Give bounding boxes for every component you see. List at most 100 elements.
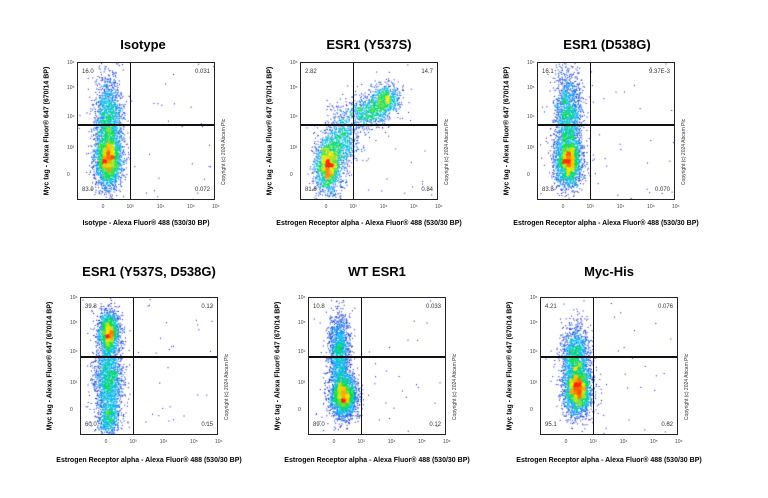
y-tick-label: 10⁴ bbox=[290, 114, 298, 121]
quadrant-gate-horizontal bbox=[309, 356, 445, 358]
panel-title: Myc-His bbox=[584, 264, 634, 279]
y-tick-label: 10⁶ bbox=[527, 60, 535, 67]
y-axis-label: Myc tag - Alexa Fluor® 647 (670/14 BP) bbox=[266, 66, 274, 196]
quadrant-upper-right: 14.7 bbox=[421, 69, 433, 75]
quadrant-lower-right: 0.070 bbox=[654, 187, 670, 193]
x-tick-label: 10³ bbox=[589, 439, 597, 445]
x-axis-label: Estrogen Receptor alpha - Alexa Fluor® 4… bbox=[276, 220, 462, 227]
x-tick-label: 0 bbox=[564, 439, 568, 445]
quadrant-gate-vertical bbox=[592, 298, 595, 434]
y-tick-label: 0 bbox=[298, 407, 301, 414]
density-scatter bbox=[541, 298, 677, 434]
x-tick-label: 10⁴ bbox=[379, 204, 388, 210]
plot-area: 16.0 0.031 83.9 0.072 bbox=[77, 62, 215, 200]
y-tick-label: 10⁵ bbox=[527, 85, 535, 92]
y-tick-label: 10⁴ bbox=[298, 349, 306, 356]
x-tick-label: 0 bbox=[104, 439, 108, 445]
x-axis-label: Isotype - Alexa Fluor® 488 (530/30 BP) bbox=[82, 220, 210, 227]
quadrant-lower-right: 0.072 bbox=[194, 187, 210, 193]
quadrant-upper-left: 39.8 bbox=[85, 304, 97, 310]
quadrant-lower-right: 0.15 bbox=[201, 422, 213, 428]
quadrant-lower-right: 0.12 bbox=[429, 422, 441, 428]
quadrant-gate-vertical bbox=[352, 63, 355, 199]
x-tick-label: 10³ bbox=[129, 439, 137, 445]
plot-area: 10.8 0.033 89.0 0.12 bbox=[308, 297, 446, 435]
density-scatter bbox=[538, 63, 674, 199]
quadrant-gate-horizontal bbox=[301, 124, 437, 126]
x-tick-label: 10⁴ bbox=[159, 439, 168, 445]
x-tick-label: 10⁴ bbox=[616, 204, 625, 210]
copyright-text: Copyright (c) 2024 Abcam Plc bbox=[684, 353, 690, 421]
quadrant-lower-left: 89.0 bbox=[313, 422, 325, 428]
panel-title: ESR1 (Y537S) bbox=[326, 37, 412, 52]
x-axis-label: Estrogen Receptor alpha - Alexa Fluor® 4… bbox=[56, 457, 242, 464]
copyright-text: Copyright (c) 2024 Abcam Plc bbox=[452, 353, 458, 421]
quadrant-lower-left: 60.0 bbox=[85, 422, 97, 428]
plot-area: 39.8 0.12 60.0 0.15 bbox=[80, 297, 218, 435]
y-tick-label: 10⁶ bbox=[298, 295, 306, 302]
quadrant-lower-right: 0.84 bbox=[421, 187, 433, 193]
quadrant-upper-left: 16.0 bbox=[82, 69, 94, 75]
y-tick-label: 10⁶ bbox=[67, 60, 75, 67]
x-tick-label: 10⁴ bbox=[156, 204, 165, 210]
panel-title: ESR1 (Y537S, D538G) bbox=[82, 264, 216, 279]
x-tick-label: 10⁶ bbox=[672, 204, 680, 210]
y-tick-label: 10⁴ bbox=[70, 349, 78, 356]
quadrant-gate-vertical bbox=[589, 63, 592, 199]
y-axis-label: Myc tag - Alexa Fluor® 647 (670/14 BP) bbox=[46, 301, 54, 431]
quadrant-lower-left: 83.8 bbox=[542, 187, 554, 193]
y-tick-label: 10³ bbox=[527, 144, 535, 151]
quadrant-gate-horizontal bbox=[541, 356, 677, 358]
quadrant-gate-horizontal bbox=[81, 356, 217, 358]
x-tick-label: 10⁶ bbox=[435, 204, 443, 210]
quadrant-lower-right: 0.62 bbox=[661, 422, 673, 428]
quadrant-gate-vertical bbox=[132, 298, 135, 434]
copyright-text: Copyright (c) 2024 Abcam Plc bbox=[221, 118, 227, 186]
quadrant-lower-left: 81.6 bbox=[305, 187, 317, 193]
quadrant-gate-horizontal bbox=[538, 124, 674, 126]
y-tick-label: 10³ bbox=[67, 144, 75, 151]
copyright-text: Copyright (c) 2024 Abcam Plc bbox=[681, 118, 687, 186]
x-axis-label: Estrogen Receptor alpha - Alexa Fluor® 4… bbox=[284, 457, 470, 464]
y-tick-label: 0 bbox=[70, 407, 73, 414]
x-tick-label: 10⁵ bbox=[410, 204, 418, 210]
y-tick-label: 0 bbox=[290, 172, 293, 179]
x-tick-label: 10⁵ bbox=[647, 204, 655, 210]
y-axis-label: Myc tag - Alexa Fluor® 647 (670/14 BP) bbox=[503, 66, 511, 196]
x-tick-label: 10⁵ bbox=[190, 439, 198, 445]
quadrant-upper-left: 2.82 bbox=[305, 69, 317, 75]
y-tick-label: 0 bbox=[530, 407, 533, 414]
y-tick-label: 10⁵ bbox=[67, 85, 75, 92]
x-axis-label: Estrogen Receptor alpha - Alexa Fluor® 4… bbox=[516, 457, 702, 464]
y-tick-label: 10⁴ bbox=[67, 114, 75, 121]
y-tick-label: 10⁶ bbox=[290, 60, 298, 67]
x-tick-label: 10⁶ bbox=[443, 439, 451, 445]
x-tick-label: 0 bbox=[332, 439, 336, 445]
x-tick-label: 10⁵ bbox=[650, 439, 658, 445]
quadrant-gate-vertical bbox=[360, 298, 363, 434]
y-tick-label: 10⁵ bbox=[298, 320, 306, 327]
density-scatter bbox=[78, 63, 214, 199]
x-tick-label: 10⁵ bbox=[187, 204, 195, 210]
quadrant-upper-left: 10.8 bbox=[313, 304, 325, 310]
x-tick-label: 10⁴ bbox=[619, 439, 628, 445]
y-tick-label: 10⁶ bbox=[530, 295, 538, 302]
plot-area: 2.82 14.7 81.6 0.84 bbox=[300, 62, 438, 200]
quadrant-upper-right: 0.12 bbox=[201, 304, 213, 310]
quadrant-upper-right: 0.076 bbox=[657, 304, 673, 310]
y-tick-label: 0 bbox=[527, 172, 530, 179]
quadrant-gate-horizontal bbox=[78, 124, 214, 126]
x-tick-label: 10⁶ bbox=[215, 439, 223, 445]
copyright-text: Copyright (c) 2024 Abcam Plc bbox=[444, 118, 450, 186]
x-tick-label: 10³ bbox=[126, 204, 134, 210]
density-scatter bbox=[301, 63, 437, 199]
quadrant-lower-left: 83.9 bbox=[82, 187, 94, 193]
density-scatter bbox=[309, 298, 445, 434]
x-tick-label: 10³ bbox=[349, 204, 357, 210]
quadrant-upper-right: 9.37E-3 bbox=[648, 69, 670, 75]
y-tick-label: 10⁵ bbox=[530, 320, 538, 327]
y-tick-label: 10⁶ bbox=[70, 295, 78, 302]
y-tick-label: 10⁵ bbox=[290, 85, 298, 92]
quadrant-upper-left: 16.1 bbox=[542, 69, 554, 75]
y-tick-label: 10⁴ bbox=[530, 349, 538, 356]
